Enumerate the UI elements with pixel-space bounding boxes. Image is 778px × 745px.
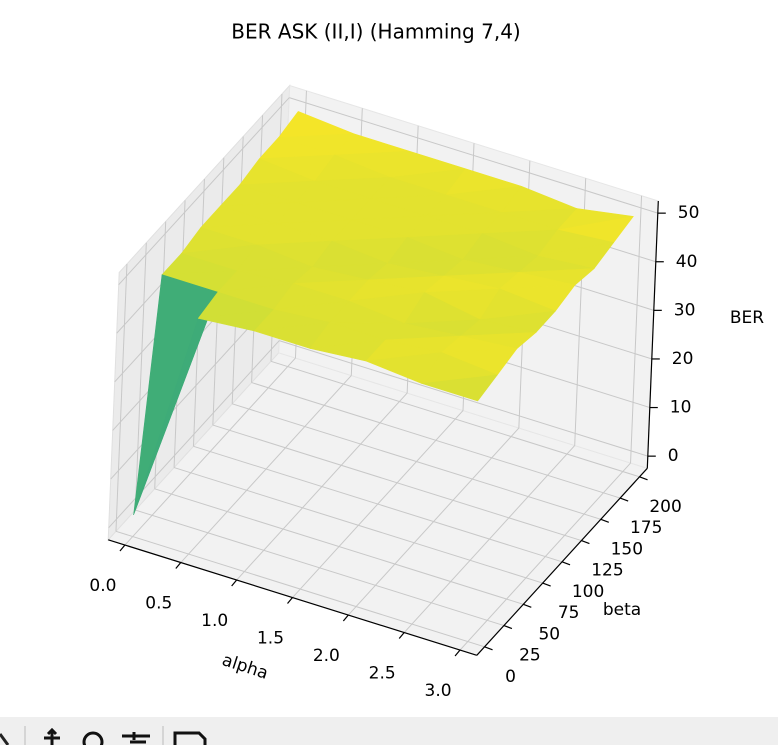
x-tick-label: 0.5 <box>145 594 172 614</box>
grid-line <box>135 509 505 627</box>
y-tick-label: 100 <box>572 582 604 602</box>
x-tick-label: 1.0 <box>201 611 228 631</box>
x-tick-label: 2.0 <box>313 646 340 666</box>
grid-line <box>134 242 147 511</box>
z-axis-line <box>646 200 659 469</box>
surface <box>133 111 634 516</box>
axes <box>108 200 666 657</box>
grid-line <box>115 530 485 648</box>
chart-title: BER ASK (II,I) (Hamming 7,4) <box>231 20 520 44</box>
toolbar-icon-save[interactable] <box>173 731 207 745</box>
y-tick <box>600 518 610 523</box>
toolbar-icon-configure[interactable] <box>122 732 150 744</box>
y-tick-label: 50 <box>538 624 560 644</box>
y-tick-label: 75 <box>558 603 580 623</box>
y-tick <box>503 624 513 630</box>
grid-line <box>212 424 582 542</box>
grid-line <box>115 263 128 532</box>
grid-line <box>289 97 658 214</box>
y-tick-label: 25 <box>519 646 541 666</box>
x-tick <box>175 562 182 569</box>
x-tick <box>287 597 293 604</box>
y-axis-label: beta <box>603 600 641 620</box>
y-tick-label: 200 <box>649 497 681 517</box>
x-tick <box>454 649 461 657</box>
y-tick-label: 175 <box>630 518 662 538</box>
y-tick-label: 150 <box>611 539 643 559</box>
y-tick <box>523 603 532 608</box>
grid-line <box>193 445 563 563</box>
y-tick <box>619 497 629 502</box>
x-tick <box>119 544 126 552</box>
toolbar-icon-pan[interactable] <box>44 727 60 745</box>
grid-line <box>251 382 621 499</box>
grid-line <box>630 195 643 464</box>
grid-line <box>270 360 640 478</box>
x-tick <box>342 614 349 622</box>
z-tick-label: 40 <box>676 252 698 272</box>
y-tick-label: 125 <box>591 561 623 581</box>
surface-facet <box>421 374 498 402</box>
y-tick <box>639 476 648 481</box>
grid-line <box>154 488 524 605</box>
toolbar-icon-back[interactable] <box>0 733 10 745</box>
x-tick-label: 2.5 <box>369 664 396 684</box>
grid-line <box>279 340 648 457</box>
grid-line <box>232 403 601 520</box>
grid-line <box>118 97 290 285</box>
labels: 0.00.51.01.52.02.53.00255075100125150175… <box>89 203 699 701</box>
y-tick-label: 0 <box>505 667 516 687</box>
toolbar-icon-zoom[interactable] <box>82 731 104 745</box>
x-tick-label: 0.0 <box>89 576 116 596</box>
y-tick <box>561 561 571 566</box>
x-tick <box>398 632 405 639</box>
y-tick <box>542 582 551 587</box>
z-tick-label: 0 <box>668 446 679 466</box>
z-tick-label: 50 <box>678 203 700 223</box>
grid-line <box>173 467 543 584</box>
z-axis-label: BER <box>730 308 764 328</box>
x-tick-label: 3.0 <box>425 681 452 701</box>
x-tick <box>231 579 238 587</box>
y-tick <box>581 539 590 545</box>
toolbar-background <box>0 717 778 745</box>
z-tick-label: 20 <box>672 349 694 369</box>
x-tick-label: 1.5 <box>257 629 284 649</box>
y-tick <box>484 646 493 651</box>
toolbar <box>0 717 778 745</box>
z-tick-label: 30 <box>674 300 696 320</box>
z-tick-label: 10 <box>670 398 692 418</box>
